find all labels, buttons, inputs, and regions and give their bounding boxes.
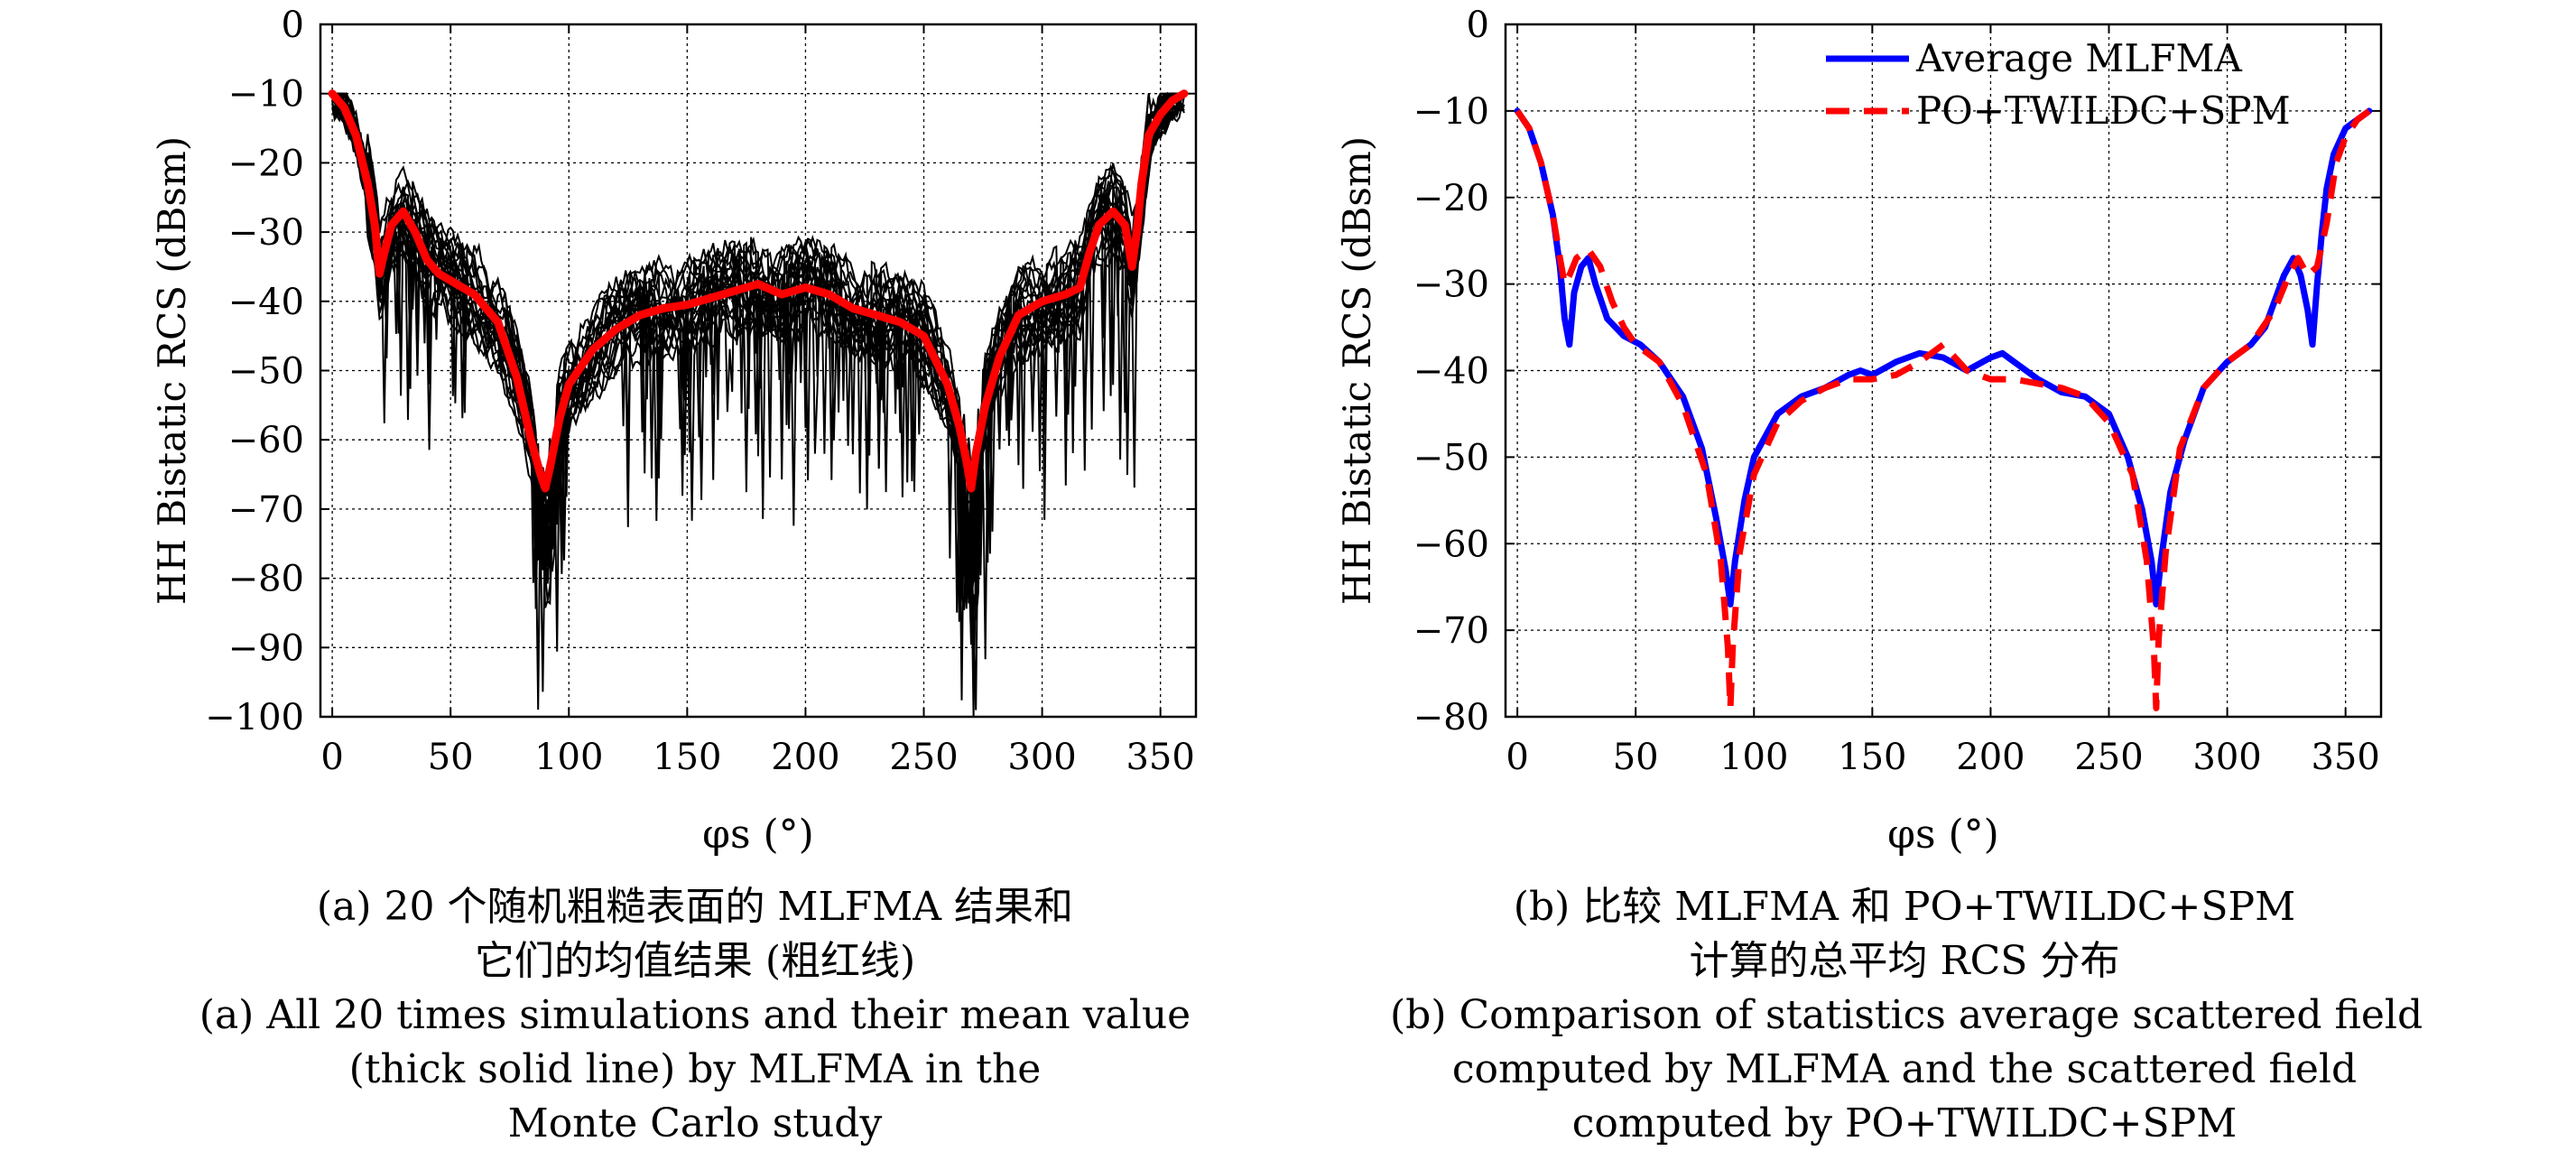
- plot-area: [1514, 107, 2373, 711]
- series-line-po-twildc-spm: [1515, 108, 2371, 711]
- realization-line: [332, 91, 1185, 634]
- y-tick-label: −10: [1413, 91, 1489, 133]
- y-tick-label: −40: [1413, 351, 1489, 393]
- caption-b-en-line1: (b) Comparison of statistics average sca…: [1390, 992, 2423, 1038]
- caption-a-en-line2: (thick solid line) by MLFMA in the: [348, 1046, 1042, 1092]
- y-tick-label: −30: [1413, 265, 1489, 306]
- x-axis-label: φs (°): [1887, 812, 1999, 858]
- mean-line: [328, 89, 1189, 493]
- x-tick-label: 300: [2192, 737, 2261, 778]
- x-tick-label: 250: [889, 737, 958, 778]
- y-tick-label: 0: [282, 5, 304, 46]
- plot-frame: [319, 23, 1198, 719]
- x-tick-label: 0: [1506, 737, 1528, 778]
- caption-a: (a) 20 个随机粗糙表面的 MLFMA 结果和 它们的均值结果 (粗红线) …: [181, 880, 1209, 1151]
- y-tick-label: −80: [228, 559, 304, 600]
- x-tick-label: 150: [1838, 737, 1906, 778]
- legend-label: PO+TWILDC+SPM: [1916, 88, 2291, 133]
- y-tick-label: −50: [1413, 437, 1489, 478]
- y-tick-label: −20: [228, 143, 304, 184]
- caption-b-zh-line2: 计算的总平均 RCS 分布: [1689, 938, 2120, 984]
- x-tick-label: 100: [1719, 737, 1788, 778]
- x-tick-label: 50: [428, 737, 474, 778]
- x-tick-label: 250: [2074, 737, 2143, 778]
- realization-line: [331, 93, 1185, 717]
- caption-a-zh-line2: 它们的均值结果 (粗红线): [474, 938, 916, 984]
- caption-b-en-line3: computed by PO+TWILDC+SPM: [1571, 1100, 2238, 1146]
- y-tick-label: −50: [228, 351, 304, 393]
- caption-b-zh-line1: (b) 比较 MLFMA 和 PO+TWILDC+SPM: [1513, 884, 2296, 930]
- caption-a-zh-line1: (a) 20 个随机粗糙表面的 MLFMA 结果和: [316, 884, 1074, 930]
- x-tick-label: 150: [653, 737, 721, 778]
- x-tick-label: 200: [771, 737, 839, 778]
- legend: Average MLFMA PO+TWILDC+SPM: [1826, 36, 2291, 133]
- chart-panel-b: 0 50 100 150 200 250 300 350 0 −10 −20 −30 −40 −50 −60…: [1335, 5, 2383, 858]
- x-tick-label: 100: [534, 737, 603, 778]
- x-tick-label: 350: [2311, 737, 2379, 778]
- y-axis-label: HH Bistatic RCS (dBsm): [1335, 136, 1379, 605]
- y-tick-label: −40: [228, 282, 304, 323]
- series-line-mlfma: [1514, 107, 2373, 608]
- chart-panel-a: 0 50 100 150 200 250 300 350 0 −10 −20 −30 −40 −50 −60…: [150, 5, 1198, 858]
- caption-b-en-line2: computed by MLFMA and the scattered fiel…: [1451, 1046, 2358, 1092]
- y-tick-label: 0: [1467, 5, 1489, 46]
- x-tick-label: 200: [1956, 737, 2025, 778]
- realization-line: [331, 92, 1185, 632]
- y-tick-label: −60: [1413, 524, 1489, 565]
- x-axis-label: φs (°): [702, 812, 814, 858]
- realization-line: [332, 92, 1185, 645]
- y-tick-label: −80: [1413, 697, 1489, 738]
- y-axis-label: HH Bistatic RCS (dBsm): [150, 136, 194, 605]
- x-tick-label: 0: [320, 737, 343, 778]
- caption-a-en-line1: (a) All 20 times simulations and their m…: [199, 992, 1191, 1038]
- x-tick-label: 300: [1007, 737, 1076, 778]
- legend-label: Average MLFMA: [1915, 36, 2242, 80]
- y-tick-label: −70: [228, 489, 304, 531]
- y-tick-label: −100: [205, 697, 304, 738]
- y-tick-label: −30: [228, 212, 304, 254]
- x-tick-label: 50: [1613, 737, 1659, 778]
- y-tick-label: −70: [1413, 610, 1489, 652]
- y-tick-label: −10: [228, 74, 304, 116]
- y-tick-label: −20: [1413, 178, 1489, 219]
- plot-area: [328, 89, 1189, 717]
- plot-frame: [1504, 23, 2383, 719]
- caption-a-en-line3: Monte Carlo study: [507, 1100, 883, 1146]
- realization-line: [332, 92, 1185, 567]
- realization-line: [331, 92, 1184, 587]
- y-tick-label: −90: [228, 627, 304, 669]
- caption-b: (b) 比较 MLFMA 和 PO+TWILDC+SPM 计算的总平均 RCS …: [1390, 880, 2423, 1151]
- x-tick-label: 350: [1126, 737, 1194, 778]
- realization-line: [331, 92, 1184, 652]
- y-tick-label: −60: [228, 420, 304, 461]
